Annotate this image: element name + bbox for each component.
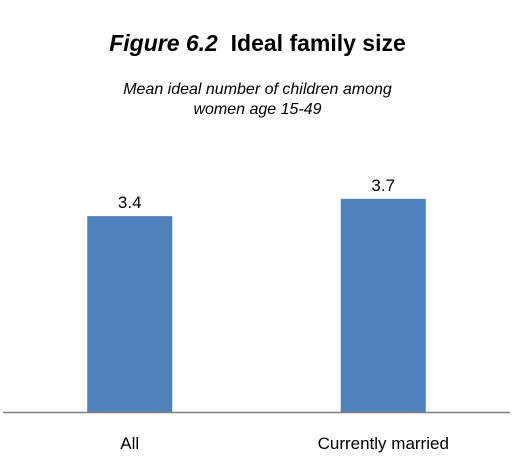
- chart-subtitle: Mean ideal number of children among wome…: [0, 80, 515, 120]
- figure-title-text: Ideal family size: [230, 30, 406, 56]
- category-label-2: Currently married: [318, 434, 449, 453]
- figure-label: Figure 6.2: [109, 30, 218, 56]
- bar-1: [87, 216, 173, 412]
- bars-group: [87, 198, 426, 412]
- chart-title: Figure 6.2 Ideal family size: [0, 30, 515, 57]
- subtitle-line-1: Mean ideal number of children among: [123, 81, 392, 98]
- subtitle-line-2: women age 15-49: [193, 101, 322, 118]
- category-label-1: All: [120, 434, 139, 453]
- value-label-2: 3.7: [371, 176, 395, 195]
- bar-2: [340, 198, 426, 412]
- value-labels-group: 3.4 3.7: [118, 176, 395, 212]
- category-labels-group: All Currently married: [120, 434, 449, 453]
- value-label-1: 3.4: [118, 193, 142, 212]
